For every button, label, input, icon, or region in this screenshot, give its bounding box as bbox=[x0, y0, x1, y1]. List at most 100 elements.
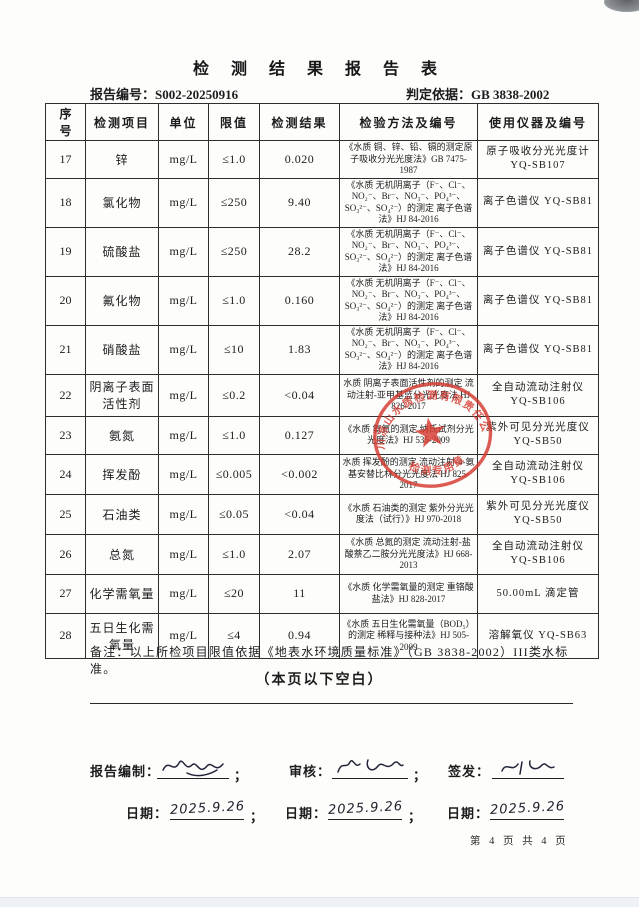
cell-instrument: 原子吸收分光光度计 YQ-SB107 bbox=[477, 140, 599, 179]
cell-instrument: 离子色谱仪 YQ-SB81 bbox=[477, 177, 599, 228]
cell-limit: ≤1.0 bbox=[208, 275, 260, 326]
cell-method: 《水质 氨氮的测定 纳氏试剂分光光度法》HJ 535-2009 bbox=[339, 415, 478, 455]
cell-no: 26 bbox=[45, 533, 86, 575]
cell-method: 《水质 石油类的测定 紫外分光光度法（试行）》HJ 970-2018 bbox=[339, 493, 478, 535]
cell-item: 硝酸盐 bbox=[85, 324, 159, 375]
cell-result: <0.04 bbox=[259, 493, 340, 535]
blank-below-note: （本页以下空白） bbox=[255, 673, 384, 688]
table-row: 28 五日生化需氧量 mg/L ≤4 0.94 《水质 五日生化需氧量（BOD₅）的测定 … bbox=[45, 612, 599, 659]
cell-unit: mg/L bbox=[158, 324, 209, 375]
cell-result: 28.2 bbox=[259, 226, 340, 277]
results-table: 序号 检测项目 单位 限值 检测结果 检验方法及编号 使用仪器及编号 17 锌 mg/L ≤1.0… bbox=[45, 103, 599, 659]
cell-result: 0.160 bbox=[259, 275, 340, 326]
cell-method: 《水质 五日生化需氧量（BOD₅）的测定 稀释与接种法》HJ 505-2009 bbox=[339, 612, 478, 659]
date-label: 日期： bbox=[285, 806, 328, 821]
cell-limit: ≤0.2 bbox=[208, 373, 260, 417]
cell-result: 2.07 bbox=[259, 533, 340, 575]
cell-item: 挥发酚 bbox=[85, 453, 159, 495]
cell-instrument: 离子色谱仪 YQ-SB81 bbox=[477, 275, 599, 326]
signature-scribble-icon bbox=[162, 760, 224, 777]
signature-scribble-icon bbox=[501, 760, 555, 775]
cell-item: 化学需氧量 bbox=[85, 573, 159, 614]
cell-method: 水质 挥发酚的测定 流动注射-4-氨基安替比林分光光度法 HJ 825-2017 bbox=[339, 453, 478, 495]
table-row: 25 石油类 mg/L ≤0.05 <0.04 《水质 石油类的测定 紫外分光光度法（试行… bbox=[45, 493, 599, 535]
date-prepared: 2025.9.26 bbox=[169, 799, 246, 820]
scan-corner-artifact bbox=[604, 0, 639, 12]
cell-unit: mg/L bbox=[158, 415, 209, 455]
cell-instrument: 溶解氧仪 YQ-SB63 bbox=[477, 612, 599, 659]
cell-no: 21 bbox=[45, 324, 86, 375]
signature-scribble-icon bbox=[337, 759, 404, 773]
cell-limit: ≤20 bbox=[208, 573, 260, 614]
cell-unit: mg/L bbox=[158, 453, 209, 495]
cell-no: 23 bbox=[45, 415, 86, 455]
col-header-3: 限值 bbox=[208, 103, 260, 141]
page-number: 第 4 页 共 4 页 bbox=[470, 836, 569, 847]
cell-method: 《水质 无机阴离子（F⁻、Cl⁻、NO₂⁻、Br⁻、NO₃⁻、PO₄³⁻、SO₃… bbox=[339, 324, 478, 375]
cell-limit: ≤0.05 bbox=[208, 493, 260, 535]
separator: ； bbox=[408, 809, 422, 824]
col-header-5: 检验方法及编号 bbox=[339, 103, 478, 141]
cell-result: 0.127 bbox=[259, 415, 340, 455]
cell-method: 《水质 总氮的测定 流动注射-盐酸萘乙二胺分光光度法》HJ 668-2013 bbox=[339, 533, 478, 575]
cell-result: 1.83 bbox=[259, 324, 340, 375]
date-label: 日期： bbox=[447, 806, 490, 821]
page-title: 检 测 结 果 报 告 表 bbox=[192, 61, 446, 78]
col-header-0: 序号 bbox=[45, 103, 86, 141]
date-issued: 2025.9.26 bbox=[489, 799, 566, 820]
cell-limit: ≤1.0 bbox=[208, 140, 260, 179]
cell-no: 19 bbox=[45, 226, 86, 277]
table-row: 23 氨氮 mg/L ≤1.0 0.127 《水质 氨氮的测定 纳氏试剂分光光度法》HJ … bbox=[45, 415, 599, 455]
table-row: 20 氟化物 mg/L ≤1.0 0.160 《水质 无机阴离子（F⁻、Cl⁻、NO₂⁻、… bbox=[45, 275, 599, 326]
date-reviewed-value: 2025.9.26 bbox=[327, 799, 404, 818]
cell-instrument: 离子色谱仪 YQ-SB81 bbox=[477, 226, 599, 277]
cell-unit: mg/L bbox=[158, 140, 209, 179]
judgement-basis-value: GB 3838-2002 bbox=[471, 87, 550, 102]
cell-instrument: 全自动流动注射仪 YQ-SB106 bbox=[477, 533, 599, 575]
col-header-1: 检测项目 bbox=[85, 103, 159, 141]
table-row: 21 硝酸盐 mg/L ≤10 1.83 《水质 无机阴离子（F⁻、Cl⁻、NO₂⁻、Br… bbox=[45, 324, 599, 375]
date-issued-value: 2025.9.26 bbox=[489, 799, 566, 818]
issued-by-label: 签发： bbox=[448, 764, 491, 779]
cell-limit: ≤0.005 bbox=[208, 453, 260, 495]
date-prepared-value: 2025.9.26 bbox=[169, 799, 246, 818]
cell-instrument: 全自动流动注射仪 YQ-SB106 bbox=[477, 453, 599, 495]
cell-item: 硫酸盐 bbox=[85, 226, 159, 277]
prepared-by-signature bbox=[157, 756, 229, 779]
cell-instrument: 离子色谱仪 YQ-SB81 bbox=[477, 324, 599, 375]
table-row: 22 阴离子表面活性剂 mg/L ≤0.2 <0.04 水质 阴离子表面活性剂的测定 流动… bbox=[45, 373, 599, 417]
cell-unit: mg/L bbox=[158, 177, 209, 228]
cell-result: <0.002 bbox=[259, 453, 340, 495]
issued-by-signature bbox=[492, 756, 564, 779]
cell-item: 石油类 bbox=[85, 493, 159, 535]
judgement-basis-label: 判定依据： bbox=[406, 87, 472, 102]
scan-bottom-edge bbox=[0, 897, 639, 907]
report-number-label: 报告编号： bbox=[90, 87, 156, 102]
cell-limit: ≤1.0 bbox=[208, 415, 260, 455]
date-reviewed: 2025.9.26 bbox=[327, 799, 404, 820]
cell-item: 总氮 bbox=[85, 533, 159, 575]
table-row: 26 总氮 mg/L ≤1.0 2.07 《水质 总氮的测定 流动注射-盐酸萘乙二胺分光光… bbox=[45, 533, 599, 575]
cell-no: 17 bbox=[45, 140, 86, 179]
table-row: 17 锌 mg/L ≤1.0 0.020 《水质 铜、锌、铅、镉的测定原子吸收分光光度法》… bbox=[45, 140, 599, 179]
cell-unit: mg/L bbox=[158, 226, 209, 277]
cell-item: 锌 bbox=[85, 140, 159, 179]
cell-method: 《水质 无机阴离子（F⁻、Cl⁻、NO₂⁻、Br⁻、NO₃⁻、PO₄³⁻、SO₃… bbox=[339, 177, 478, 228]
cell-instrument: 紫外可见分光光度仪 YQ-SB50 bbox=[477, 493, 599, 535]
cell-no: 28 bbox=[45, 612, 86, 659]
cell-unit: mg/L bbox=[158, 533, 209, 575]
col-header-2: 单位 bbox=[158, 103, 209, 141]
cell-limit: ≤10 bbox=[208, 324, 260, 375]
reviewed-by-label: 审核： bbox=[289, 764, 332, 779]
cell-item: 五日生化需氧量 bbox=[85, 612, 159, 659]
cell-method: 《水质 化学需氧量的测定 重铬酸盐法》HJ 828-2017 bbox=[339, 573, 478, 614]
cell-no: 25 bbox=[45, 493, 86, 535]
cell-method: 水质 阴离子表面活性剂的测定 流动注射-亚甲基蓝分光光度法 HJ 826-201… bbox=[339, 373, 478, 417]
reviewed-by-signature bbox=[332, 756, 408, 779]
cell-result: 0.020 bbox=[259, 140, 340, 179]
cell-no: 27 bbox=[45, 573, 86, 614]
cell-method: 《水质 无机阴离子（F⁻、Cl⁻、NO₂⁻、Br⁻、NO₃⁻、PO₄³⁻、SO₃… bbox=[339, 275, 478, 326]
col-header-6: 使用仪器及编号 bbox=[477, 103, 599, 141]
separator: ； bbox=[250, 809, 264, 824]
